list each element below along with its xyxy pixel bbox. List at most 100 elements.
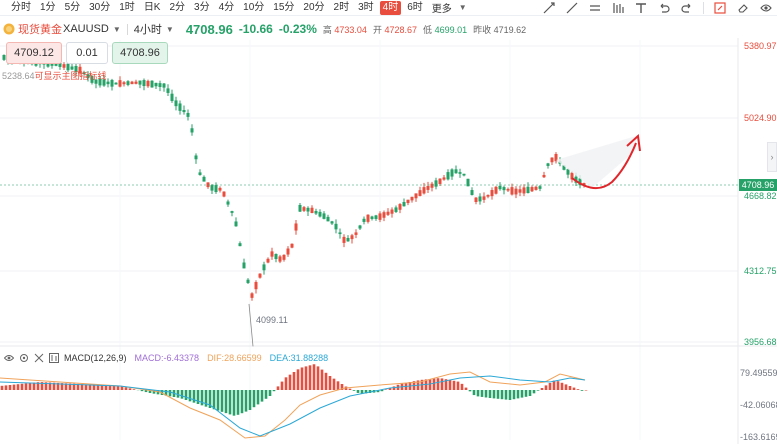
line-tool-icon[interactable] [565,1,579,15]
price-chart[interactable]: 4099.11 5380.97 5024.90 4668.82 4312.75 3956… [0,38,777,444]
timeframe-11[interactable]: 20分 [303,1,325,13]
macd-bar [28,383,32,390]
macd-bar [232,390,236,416]
candle [174,96,178,111]
timeframe-2[interactable]: 5分 [64,1,81,13]
settings-icon[interactable] [19,353,29,363]
macd-indicator-name[interactable]: MACD(12,26,9) [64,353,127,363]
candle [90,75,94,85]
undo-icon[interactable] [657,1,671,15]
timeframe-5[interactable]: 日K [143,1,161,13]
macd-bar [576,389,580,390]
candle [350,233,354,244]
candle [250,292,254,301]
eye-icon[interactable] [759,1,773,15]
candle [458,168,462,178]
candle-body [66,63,70,71]
macd-bar [484,390,488,398]
timeframe-3[interactable]: 30分 [89,1,111,13]
chevron-right-icon[interactable]: › [767,142,777,172]
candle [178,100,182,115]
candle [478,193,482,205]
candle-body [138,80,142,85]
candle-body [130,81,134,85]
eye-icon[interactable] [4,353,14,363]
macd-bar [340,384,344,390]
candle [198,169,202,176]
eraser-icon[interactable] [736,1,750,15]
timeframe-12[interactable]: 2时 [333,1,350,13]
dif-line [0,371,586,439]
line-draw-icon[interactable] [542,1,556,15]
macd-bar [364,390,368,394]
symbol-code[interactable]: XAUUSD [63,23,109,35]
candle [506,187,510,193]
horizontal-line-icon[interactable] [588,1,602,15]
candle-body [154,82,158,87]
candle-body [466,178,470,187]
candle-body [262,264,266,271]
close-icon[interactable] [34,353,44,363]
macd-bar [20,383,24,390]
timeframe-0[interactable]: 分时 [11,1,31,13]
sell-price-button[interactable]: 4709.12 [6,42,62,64]
chevron-down-icon[interactable]: ▼ [112,24,121,34]
timeframe-bar: 分时 1分 5分 30分 1时 日K 2分 3分 4分 10分 15分 20分 2时 3时 4时 6时 更多 ▼ [0,0,777,16]
bars-icon[interactable] [611,1,625,15]
macd-axis-label: 79.49559 [740,368,777,378]
low-marker-label: 4099.11 [256,315,288,325]
candle [530,185,534,192]
candle [430,181,434,192]
candle [442,175,446,181]
symbol-name[interactable]: 现货黄金 [18,24,62,36]
timeframe-15[interactable]: 6时 [407,1,423,13]
candle [246,278,250,285]
candle [462,173,466,177]
candle-body [366,214,370,222]
chevron-down-icon[interactable]: ▼ [165,24,174,34]
timeframe-6[interactable]: 2分 [169,1,186,13]
timeframe-7[interactable]: 3分 [194,1,210,13]
macd-bar [264,390,268,399]
candle [226,199,230,207]
macd-bar [352,390,356,391]
candle-body [542,174,546,178]
macd-bar [148,390,152,393]
text-icon[interactable] [634,1,648,15]
candle [74,62,78,77]
macd-bar [92,384,96,390]
redo-icon[interactable] [680,1,694,15]
candle-body [302,207,306,211]
more-timeframes-button[interactable]: 更多 [431,4,452,15]
timeframe-10[interactable]: 15分 [273,1,295,13]
macd-bar [316,366,320,390]
candle [234,217,238,227]
period-selector[interactable]: 4小时 [133,24,162,36]
timeframe-9[interactable]: 10分 [243,1,265,13]
candle [526,182,530,194]
macd-bar [12,384,16,390]
candle-body [282,254,286,260]
candle [382,210,386,222]
chevron-down-icon[interactable]: ▼ [458,3,467,12]
timeframe-13[interactable]: 3时 [358,1,374,13]
candle [426,181,430,194]
chart-type-icon[interactable] [49,353,59,363]
candle-body [362,218,366,222]
lot-size-input[interactable]: 0.01 [66,42,108,64]
candle [298,202,302,213]
candle-body [358,225,362,229]
timeframe-4[interactable]: 1时 [119,1,135,13]
timeframe-1[interactable]: 1分 [40,1,56,13]
forecast-zone [556,136,636,188]
macd-bar [160,390,164,395]
timeframe-8[interactable]: 4分 [218,1,235,13]
candle-body [526,186,530,193]
buy-price-button[interactable]: 4708.96 [112,42,168,64]
candle-body [54,62,58,66]
candle-body [110,79,114,87]
candle-body [270,251,274,257]
edit-icon[interactable] [713,1,727,15]
candle [326,214,330,222]
timeframe-14[interactable]: 4时 [379,0,402,15]
